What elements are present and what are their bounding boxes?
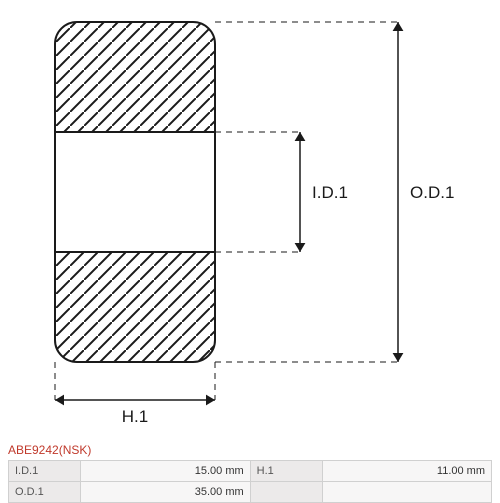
bearing-cross-section-diagram: O.D.1 I.D.1 H.1 [0,0,500,444]
spec-value-id1: 15.00 mm [81,461,250,482]
table-row: I.D.1 15.00 mm H.1 11.00 mm [9,461,492,482]
spec-value-h1: 11.00 mm [322,461,491,482]
spec-label-id1: I.D.1 [9,461,81,482]
table-row: O.D.1 35.00 mm [9,482,492,503]
part-number-title: ABE9242(NSK) [8,443,91,457]
svg-text:I.D.1: I.D.1 [312,183,348,202]
svg-text:O.D.1: O.D.1 [410,183,454,202]
svg-text:H.1: H.1 [122,407,148,426]
spec-label-od1: O.D.1 [9,482,81,503]
spec-value-od1: 35.00 mm [81,482,250,503]
spec-table: I.D.1 15.00 mm H.1 11.00 mm O.D.1 35.00 … [8,460,492,503]
spec-label-h1: H.1 [250,461,322,482]
